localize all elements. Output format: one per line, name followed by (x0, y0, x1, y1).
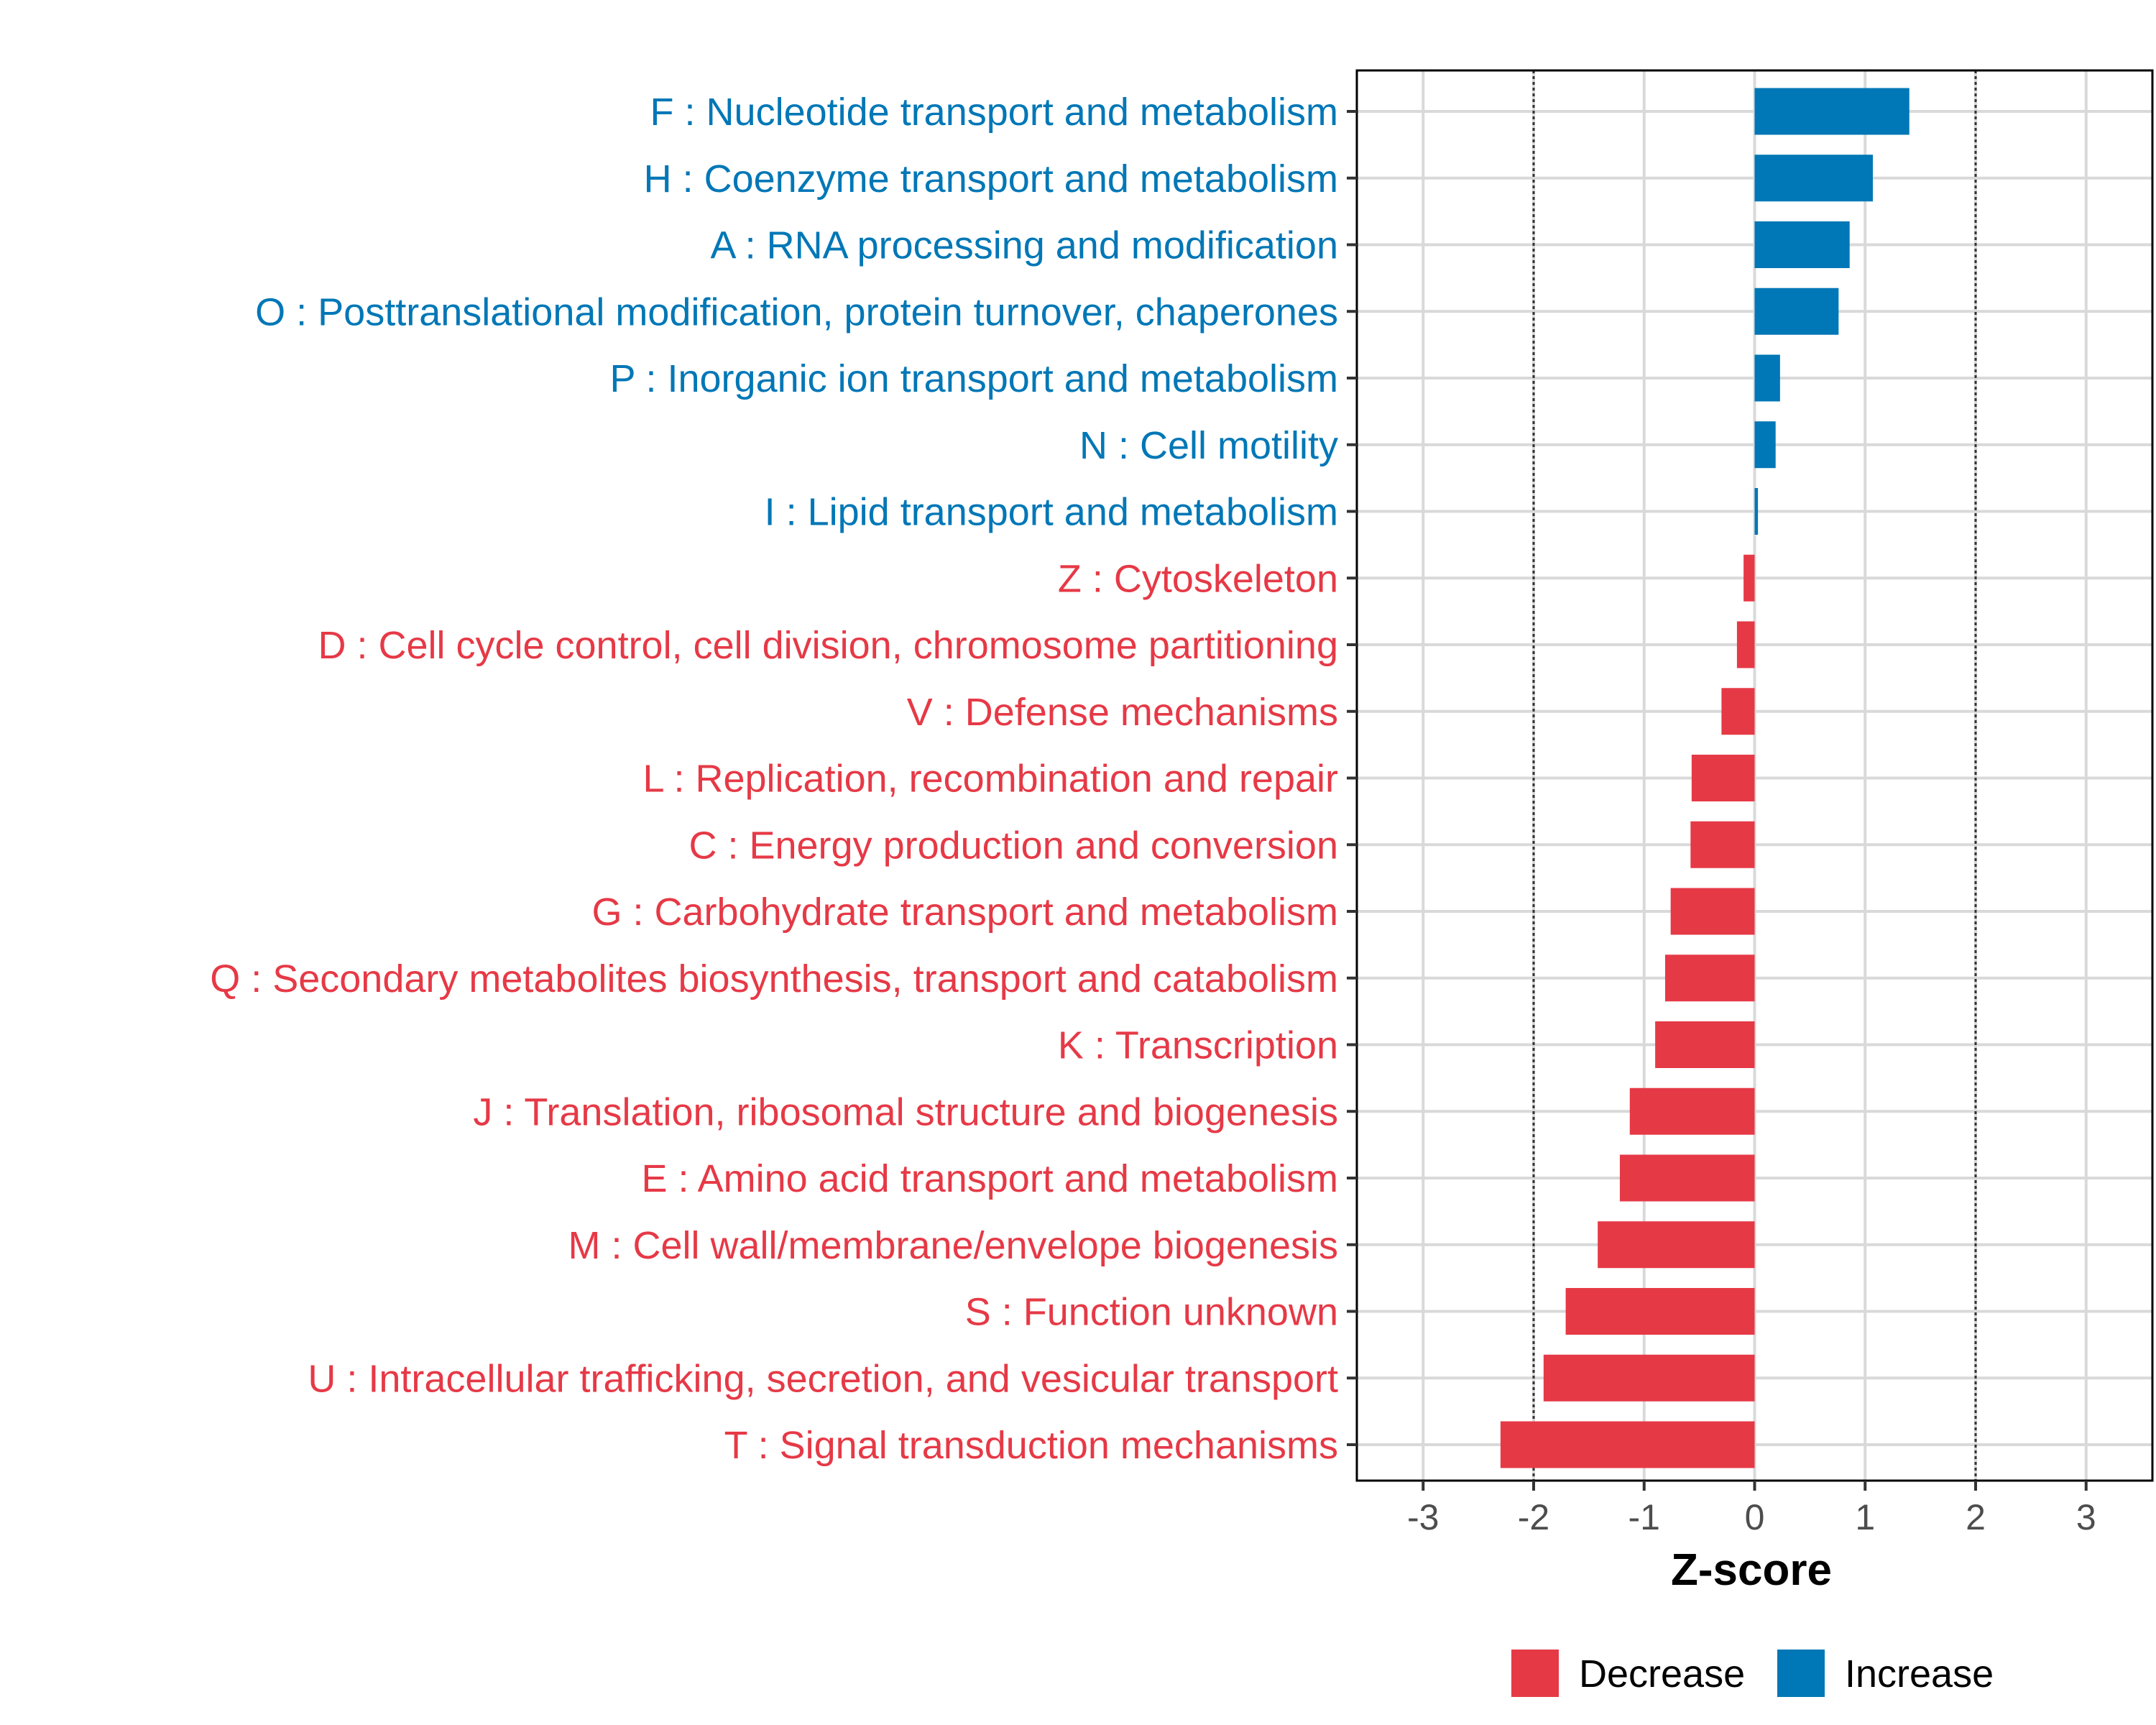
category-label: Z : Cytoskeleton (1058, 557, 1338, 600)
reference-lines (1532, 70, 1977, 1481)
category-label: I : Lipid transport and metabolism (765, 491, 1338, 534)
legend: Decrease Increase (1511, 1650, 1994, 1697)
bar (1598, 1221, 1755, 1269)
category-label: T : Signal transduction mechanisms (724, 1424, 1338, 1467)
bar (1754, 221, 1850, 268)
bar (1743, 554, 1755, 602)
category-label: V : Defense mechanisms (907, 691, 1338, 734)
category-label: A : RNA processing and modification (711, 224, 1338, 267)
bar (1754, 288, 1839, 335)
category-label: K : Transcription (1058, 1024, 1338, 1067)
bar (1721, 688, 1755, 735)
category-label: Q : Secondary metabolites biosynthesis, … (210, 957, 1338, 1000)
bar (1754, 354, 1780, 402)
bar (1754, 155, 1874, 202)
x-tick-label: -3 (1407, 1497, 1439, 1537)
bar (1500, 1421, 1755, 1468)
category-label: H : Coenzyme transport and metabolism (644, 157, 1338, 201)
category-label: J : Translation, ribosomal structure and… (473, 1090, 1338, 1133)
category-label: C : Energy production and conversion (688, 824, 1338, 867)
category-label: F : Nucleotide transport and metabolism (650, 91, 1338, 134)
x-tick-label: 0 (1745, 1497, 1765, 1537)
category-label: N : Cell motility (1079, 424, 1338, 467)
bar (1691, 755, 1755, 801)
category-label: E : Amino acid transport and metabolism (642, 1157, 1338, 1200)
category-label: L : Replication, recombination and repai… (642, 758, 1338, 801)
bar (1655, 1021, 1755, 1068)
bar (1690, 821, 1755, 868)
bar (1664, 954, 1755, 1002)
legend-key-decrease (1511, 1650, 1559, 1697)
bar (1629, 1087, 1755, 1135)
category-label: O : Posttranslational modification, prot… (255, 290, 1338, 334)
x-tick-label: 3 (2076, 1497, 2096, 1537)
legend-label-increase: Increase (1845, 1652, 1994, 1696)
x-axis-title: Z-score (1671, 1545, 1832, 1595)
category-label: S : Function unknown (965, 1291, 1338, 1334)
bar (1670, 888, 1755, 935)
x-tick-label: 2 (1966, 1497, 1986, 1537)
category-label: D : Cell cycle control, cell division, c… (318, 624, 1338, 667)
bar (1619, 1154, 1755, 1202)
category-label: G : Carbohydrate transport and metabolis… (592, 891, 1339, 934)
bar (1543, 1354, 1755, 1402)
legend-label-decrease: Decrease (1579, 1652, 1745, 1696)
x-tick-label: 1 (1855, 1497, 1875, 1537)
category-label: P : Inorganic ion transport and metaboli… (609, 357, 1338, 400)
x-tick-label: -1 (1628, 1497, 1660, 1537)
legend-key-increase (1777, 1650, 1825, 1697)
y-axis-category-labels: F : Nucleotide transport and metabolism H… (210, 91, 1338, 1467)
category-label: U : Intracellular trafficking, secretion… (308, 1357, 1338, 1400)
bars (1500, 88, 1909, 1468)
x-tick-label: -2 (1518, 1497, 1549, 1537)
x-axis-ticks: -3 -2 -1 0 1 2 3 (1407, 1481, 2096, 1537)
bar (1754, 88, 1909, 135)
y-axis-ticks (1347, 110, 1357, 1446)
bar (1736, 621, 1755, 668)
bar (1754, 488, 1759, 535)
bar (1565, 1288, 1755, 1335)
category-label: M : Cell wall/membrane/envelope biogenes… (568, 1224, 1338, 1267)
bar (1754, 421, 1776, 469)
